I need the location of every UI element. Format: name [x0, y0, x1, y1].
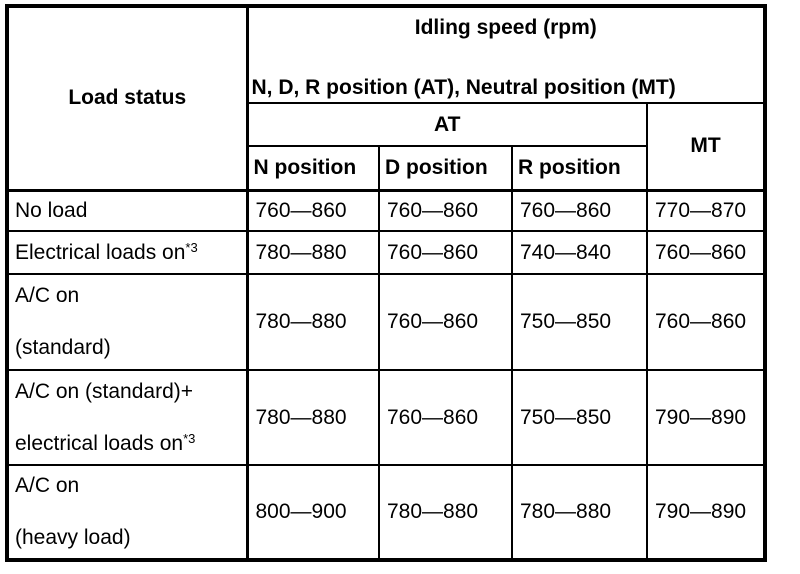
header-row-transmission: AT MT	[7, 102, 767, 192]
idling-speed-header-wrap: Idling speed (rpm) N, D, R position (AT)…	[249, 8, 763, 101]
load-status-multiline: A/C on (standard)+ electrical loads on*3	[15, 379, 244, 456]
idling-speed-title: Idling speed (rpm)	[414, 16, 597, 39]
rpm-value-cell: 760—860	[378, 369, 513, 466]
rpm-value-cell: 800—900	[246, 464, 380, 561]
load-status-cell: Electrical loads on*3	[6, 230, 249, 275]
n-position-header: N position	[246, 145, 380, 192]
load-status-label: (standard)	[15, 336, 111, 359]
rpm-value-cell: 760—860	[511, 189, 648, 232]
rpm-value-cell: 760—860	[378, 230, 513, 275]
at-header: AT	[246, 102, 648, 147]
load-status-label: Electrical loads on*3	[15, 239, 198, 264]
idling-speed-header: Idling speed (rpm) N, D, R position (AT)…	[245, 5, 767, 104]
rpm-value-cell: 780—880	[246, 230, 380, 275]
footnote-marker: *3	[183, 430, 196, 446]
rpm-value-cell: 760—860	[645, 273, 767, 371]
rpm-value-cell: 760—860	[645, 230, 767, 275]
table-row: Electrical loads on*3 780—880 760—860 740—8…	[6, 230, 767, 275]
header-row-positions: N position D position R position	[7, 145, 765, 192]
rpm-value-cell: 760—860	[378, 189, 513, 232]
header-row-top: Load status Idling speed (rpm) N, D, R p…	[6, 5, 767, 192]
footnote-marker: *3	[185, 239, 198, 255]
load-status-cell: No load	[6, 189, 249, 232]
rpm-value-cell: 760—860	[246, 189, 380, 232]
rpm-value-cell: 780—880	[246, 273, 380, 371]
rpm-value-cell: 770—870	[645, 189, 767, 232]
table-body: No load 760—860 760—860 760—860 770—870 Elect…	[6, 189, 767, 561]
idling-speed-subtitle: N, D, R position (AT), Neutral position …	[251, 76, 676, 99]
load-status-label: electrical loads on*3	[15, 430, 196, 455]
rpm-value-cell: 780—880	[511, 464, 648, 561]
table-row: A/C on (standard)+ electrical loads on*3 7…	[6, 369, 767, 466]
load-status-multiline: A/C on (heavy load)	[15, 474, 244, 550]
load-status-multiline: A/C on (standard)	[15, 284, 244, 360]
rpm-value-cell: 760—860	[378, 273, 513, 371]
load-status-label: (heavy load)	[15, 526, 131, 549]
load-status-label: A/C on	[15, 474, 80, 497]
load-status-header: Load status	[6, 5, 249, 192]
rpm-value-cell: 750—850	[511, 273, 648, 371]
load-status-cell: A/C on (standard)+ electrical loads on*3	[6, 369, 249, 466]
load-status-label: A/C on	[15, 284, 80, 307]
rpm-value-cell: 790—890	[645, 464, 767, 561]
d-position-header: D position	[378, 145, 513, 192]
load-status-label: No load	[15, 198, 88, 222]
load-status-cell: A/C on (standard)	[6, 273, 249, 371]
table-row: No load 760—860 760—860 760—860 770—870	[6, 189, 767, 232]
rpm-value-cell: 750—850	[511, 369, 648, 466]
r-position-header: R position	[511, 145, 648, 192]
table-row: A/C on (heavy load) 800—900 780—880 780—880 7…	[6, 464, 767, 561]
load-status-label: A/C on (standard)+	[15, 379, 194, 403]
rpm-value-cell: 740—840	[511, 230, 648, 275]
idling-speed-table: Load status Idling speed (rpm) N, D, R p…	[5, 4, 768, 562]
rpm-value-cell: 780—880	[246, 369, 380, 466]
rpm-value-cell: 790—890	[645, 369, 767, 466]
rpm-value-cell: 780—880	[378, 464, 513, 561]
mt-header: MT	[645, 102, 767, 192]
load-status-cell: A/C on (heavy load)	[6, 464, 249, 561]
table-row: A/C on (standard) 780—880 760—860 750—850 760…	[6, 273, 767, 371]
